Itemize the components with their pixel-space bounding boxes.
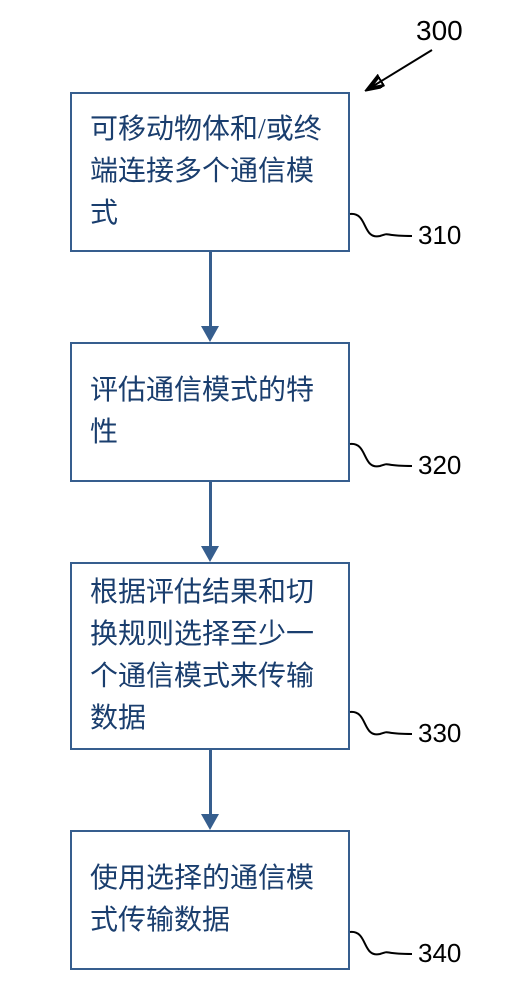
flowchart-connector-arrow (201, 252, 219, 342)
step-leader-line (0, 0, 517, 1000)
flowchart-connector-arrow (201, 482, 219, 562)
flowchart-connector-arrow (201, 750, 219, 830)
